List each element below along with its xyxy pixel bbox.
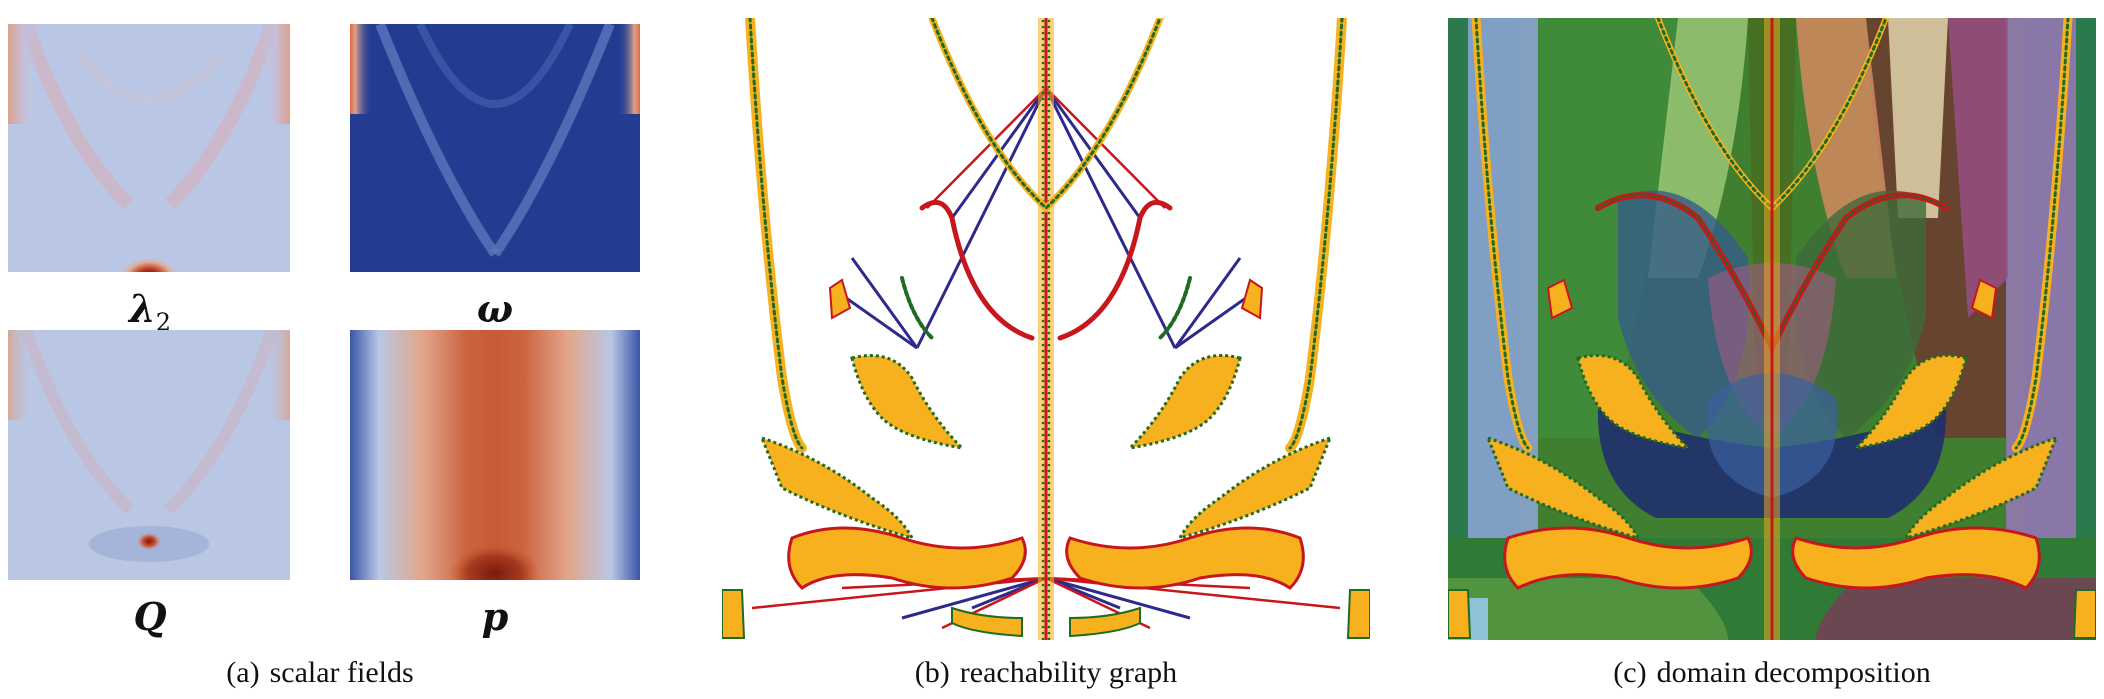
domain-decomposition-image [1448, 18, 2096, 640]
q-criterion-field-image [8, 330, 290, 580]
omega-label: ω [476, 286, 514, 331]
omega-field-image [350, 24, 640, 272]
p-label: p [481, 594, 509, 639]
q-label: Q [133, 594, 167, 639]
reachability-graph-image [722, 18, 1370, 640]
pressure-field-image [350, 330, 640, 580]
caption-b: (b) reachability graph [914, 656, 1178, 689]
lambda2-label: λ2 [129, 286, 171, 337]
lambda2-field-image [8, 24, 290, 272]
caption-c: (c) domain decomposition [1613, 656, 1931, 689]
caption-a: (a) scalar fields [226, 656, 414, 689]
